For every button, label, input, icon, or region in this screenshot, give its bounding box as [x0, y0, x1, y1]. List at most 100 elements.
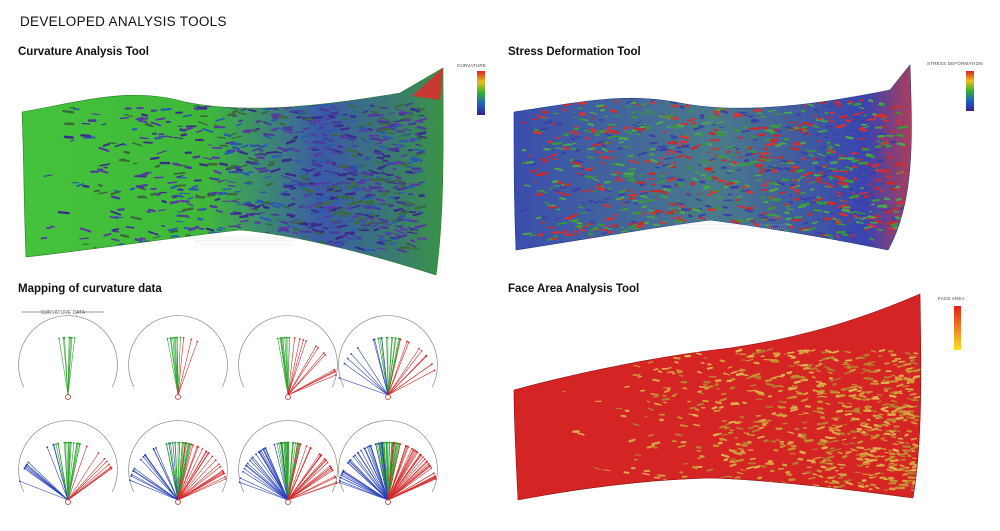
fan-endpoint [334, 476, 337, 479]
fan-endpoint [108, 463, 110, 466]
texture-streak [852, 165, 858, 169]
fan-line [57, 443, 69, 501]
fan-endpoint [346, 357, 349, 360]
stress-legend-title: STRESS DEFORMATION [927, 61, 983, 66]
fan-endpoint [330, 466, 332, 469]
texture-streak [150, 109, 158, 113]
texture-streak [591, 143, 598, 147]
fan-line [247, 463, 289, 501]
texture-streak [184, 165, 193, 170]
texture-streak [375, 197, 386, 203]
texture-streak [299, 171, 309, 176]
fan-endpoint [338, 479, 341, 482]
texture-streak [790, 98, 799, 103]
texture-streak [798, 349, 808, 352]
texture-streak [725, 150, 731, 153]
texture-streak [98, 146, 110, 153]
texture-streak [662, 220, 667, 223]
texture-streak [720, 110, 729, 114]
texture-streak [181, 126, 194, 132]
fan-endpoint [52, 443, 55, 446]
texture-streak [259, 216, 272, 222]
texture-streak [635, 103, 642, 107]
texture-streak [114, 142, 125, 148]
texture-streak [835, 123, 846, 129]
fan-line [353, 456, 389, 501]
fan-line [55, 444, 69, 501]
texture-streak [880, 455, 885, 458]
texture-streak [255, 154, 265, 159]
texture-streak [370, 178, 381, 181]
texture-streak [369, 204, 381, 210]
fan-endpoint [410, 447, 413, 450]
texture-streak [853, 407, 861, 411]
texture-streak [731, 401, 736, 404]
texture-streak [412, 212, 422, 217]
face-area-panel-title: Face Area Analysis Tool [508, 283, 640, 295]
texture-streak [649, 190, 655, 193]
texture-streak [207, 144, 212, 146]
texture-streak [737, 205, 748, 209]
texture-streak [796, 191, 801, 195]
fan-endpoint [343, 362, 346, 365]
texture-streak [578, 206, 584, 209]
texture-streak [703, 357, 708, 360]
fan-line [177, 456, 213, 501]
texture-streak [640, 194, 648, 199]
texture-streak [782, 414, 788, 418]
texture-streak [859, 111, 866, 114]
texture-streak [380, 125, 392, 131]
texture-streak [793, 142, 802, 146]
texture-streak [732, 146, 737, 149]
fan-endpoint [322, 352, 325, 354]
texture-streak [865, 153, 874, 156]
texture-streak [220, 247, 229, 251]
texture-streak [712, 110, 720, 114]
texture-streak [779, 142, 787, 145]
fan-endpoint [250, 457, 253, 460]
texture-streak [625, 175, 635, 179]
texture-streak [223, 240, 233, 245]
texture-streak [891, 409, 898, 414]
texture-streak [837, 463, 846, 466]
texture-streak [835, 104, 843, 107]
fan-line [177, 443, 186, 501]
texture-streak [846, 401, 853, 405]
fan-endpoint [317, 346, 319, 349]
fan-line [177, 442, 183, 501]
fan-endpoint [338, 377, 341, 379]
texture-streak [197, 121, 209, 126]
texture-streak [657, 179, 667, 184]
texture-streak [674, 433, 683, 437]
texture-streak [693, 126, 701, 131]
texture-streak [270, 127, 279, 132]
fan-line [140, 459, 179, 501]
fan-line [28, 462, 69, 501]
texture-streak [340, 223, 348, 226]
texture-streak [362, 187, 367, 191]
texture-streak [673, 356, 681, 360]
texture-streak [753, 229, 761, 233]
fan-endpoint [333, 370, 336, 372]
texture-streak [356, 124, 367, 128]
texture-streak [769, 99, 780, 103]
fan-endpoint [243, 467, 246, 470]
texture-streak [778, 124, 783, 127]
texture-streak [620, 414, 627, 418]
texture-streak [552, 188, 561, 193]
fan-line [67, 443, 77, 501]
texture-streak [758, 155, 768, 160]
texture-streak [562, 146, 570, 151]
texture-streak [628, 193, 638, 197]
texture-streak [732, 112, 740, 115]
fan-line [287, 481, 337, 501]
texture-streak [895, 121, 902, 125]
texture-streak [841, 204, 849, 208]
texture-streak [754, 376, 762, 380]
texture-streak [679, 374, 684, 377]
curvature-mapping-1 [18, 315, 118, 400]
texture-streak [654, 166, 661, 169]
texture-streak [855, 454, 863, 457]
texture-streak [236, 123, 243, 127]
texture-streak [261, 110, 269, 115]
